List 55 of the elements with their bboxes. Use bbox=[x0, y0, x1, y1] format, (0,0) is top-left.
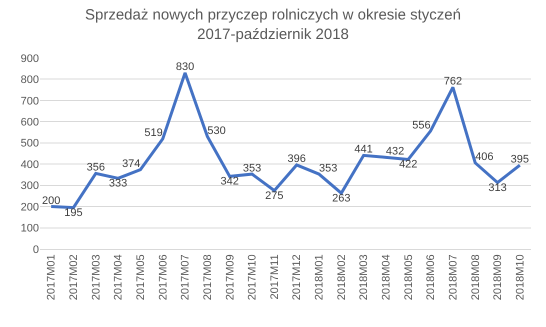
y-tick-label: 700 bbox=[20, 95, 39, 108]
x-tick-label: 2018M05 bbox=[402, 254, 415, 300]
data-label: 762 bbox=[444, 76, 462, 88]
data-label: 356 bbox=[86, 162, 105, 174]
y-tick-label: 0 bbox=[32, 244, 39, 256]
x-tick-label: 2018M02 bbox=[336, 254, 348, 300]
data-label: 263 bbox=[332, 192, 350, 204]
x-tick-label: 2017M06 bbox=[157, 254, 170, 300]
x-tick-label: 2017M12 bbox=[291, 254, 304, 300]
y-tick-label: 300 bbox=[20, 180, 39, 192]
data-label: 830 bbox=[176, 61, 194, 74]
data-label: 333 bbox=[108, 178, 128, 190]
x-tick-label: 2017M08 bbox=[202, 254, 214, 300]
data-label: 406 bbox=[475, 151, 494, 164]
data-label: 374 bbox=[122, 158, 140, 170]
x-tick-label: 2018M08 bbox=[470, 254, 482, 300]
x-tick-label: 2017M04 bbox=[112, 254, 125, 300]
x-tick-label: 2018M07 bbox=[447, 254, 460, 300]
data-label: 342 bbox=[220, 176, 239, 188]
y-tick-label: 600 bbox=[20, 116, 39, 129]
data-label: 432 bbox=[386, 146, 404, 158]
y-tick-label: 200 bbox=[20, 201, 39, 214]
data-label: 422 bbox=[399, 158, 418, 171]
x-tick-label: 2018M01 bbox=[314, 254, 326, 300]
x-tick-label: 2018M04 bbox=[380, 254, 393, 300]
x-tick-label: 2018M03 bbox=[358, 254, 370, 300]
y-tick-label: 400 bbox=[20, 158, 39, 171]
data-label: 396 bbox=[287, 153, 306, 166]
data-label: 441 bbox=[354, 144, 373, 156]
data-label: 353 bbox=[242, 162, 262, 174]
data-label: 200 bbox=[42, 194, 60, 207]
data-label: 353 bbox=[318, 162, 338, 174]
x-tick-label: 2017M03 bbox=[90, 254, 102, 300]
x-tick-label: 2017M07 bbox=[180, 254, 192, 300]
data-label: 519 bbox=[144, 127, 163, 140]
x-tick-label: 2018M09 bbox=[492, 254, 504, 300]
chart-title: Sprzedaż nowych przyczep rolniczych w okresie styczeń 2017-październik 2018 bbox=[85, 6, 461, 44]
data-label: 556 bbox=[412, 119, 431, 132]
y-tick-label: 100 bbox=[20, 222, 39, 235]
x-tick-label: 2017M01 bbox=[46, 254, 58, 300]
x-tick-label: 2017M02 bbox=[68, 254, 80, 300]
x-tick-label: 2017M11 bbox=[268, 254, 281, 300]
x-tick-label: 2018M06 bbox=[425, 254, 438, 300]
x-tick-label: 2018M10 bbox=[514, 254, 526, 300]
data-label: 530 bbox=[207, 124, 226, 137]
data-label: 313 bbox=[488, 182, 507, 194]
data-label: 195 bbox=[64, 206, 83, 219]
data-label: 275 bbox=[265, 190, 284, 202]
x-tick-label: 2017M05 bbox=[135, 254, 148, 300]
y-tick-label: 800 bbox=[20, 74, 39, 86]
y-tick-label: 500 bbox=[20, 138, 39, 150]
data-label: 395 bbox=[510, 153, 530, 166]
x-tick-label: 2017M10 bbox=[246, 254, 259, 300]
x-tick-label: 2017M09 bbox=[224, 254, 236, 300]
y-tick-label: 900 bbox=[20, 52, 39, 65]
